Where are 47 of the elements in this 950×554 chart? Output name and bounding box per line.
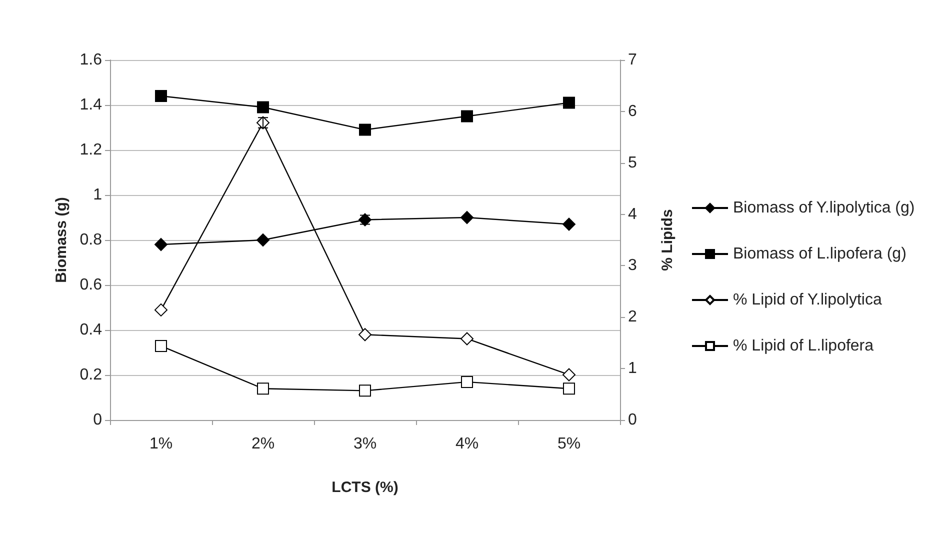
x-tick-label: 3% xyxy=(353,436,377,452)
x-axis-title: LCTS (%) xyxy=(332,479,398,496)
legend-label: Biomass of L.lipofera (g) xyxy=(733,246,906,262)
point xyxy=(358,328,372,342)
y-tick-label: 1 xyxy=(93,186,102,204)
y-tick-label: 0.6 xyxy=(80,276,102,294)
point xyxy=(359,384,371,397)
y2-tick-label: 5 xyxy=(628,154,637,172)
point xyxy=(461,110,473,122)
point xyxy=(154,303,168,316)
point xyxy=(257,101,269,114)
y2-tick-label: 3 xyxy=(628,257,637,274)
y2-tick-label: 4 xyxy=(628,206,637,223)
y-tick-label: 1.6 xyxy=(80,52,102,68)
y-tick-label: 0 xyxy=(93,412,102,428)
x-tick-label: 2% xyxy=(251,436,275,452)
x-tick-label: 5% xyxy=(557,436,581,452)
y2-tick-label: 0 xyxy=(628,412,637,428)
y2-tick-label: 7 xyxy=(628,52,637,68)
legend-label: % Lipid of L.lipofera xyxy=(733,338,874,354)
x-tick-label: 1% xyxy=(149,436,173,452)
point xyxy=(155,90,167,102)
y2-tick-label: 6 xyxy=(628,102,637,120)
point xyxy=(359,124,371,136)
x-tick-label: 4% xyxy=(455,436,479,452)
y-tick-label: 0.2 xyxy=(80,366,102,384)
y-tick-label: 1.4 xyxy=(80,96,102,114)
y-axis-title: Biomass (g) xyxy=(52,197,70,283)
y2-tick-label: 1 xyxy=(628,360,637,378)
point xyxy=(154,238,168,251)
y-tick-label: 1.2 xyxy=(80,142,102,158)
y2-axis-title: % Lipids xyxy=(659,209,676,271)
point xyxy=(461,376,473,388)
point xyxy=(256,234,270,246)
point xyxy=(562,368,576,382)
point xyxy=(563,96,575,109)
point xyxy=(257,382,269,395)
y-tick-label: 0.8 xyxy=(80,232,102,248)
y-tick-label: 0.4 xyxy=(80,322,102,338)
point xyxy=(155,340,167,352)
legend-label: Biomass of Y.lipolytica (g) xyxy=(733,200,915,216)
legend-label: % Lipid of Y.lipolytica xyxy=(733,292,882,308)
point xyxy=(460,211,474,224)
point xyxy=(562,218,576,231)
point xyxy=(460,332,474,346)
y2-tick-label: 2 xyxy=(628,308,637,326)
point xyxy=(563,382,575,395)
